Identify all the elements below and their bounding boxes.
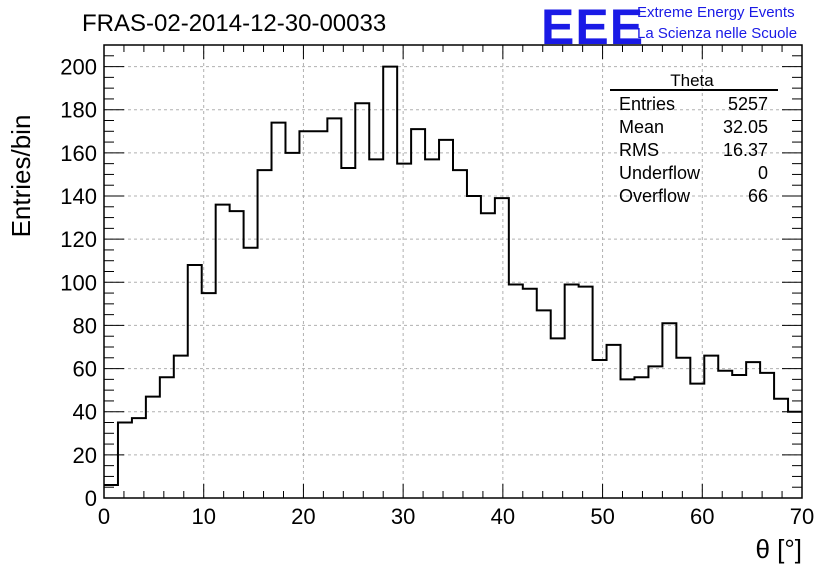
eee-logo: EEE: [541, 0, 645, 55]
y-tick-label: 180: [60, 98, 97, 123]
stats-row-value: 32.05: [723, 117, 768, 137]
y-tick-label: 0: [85, 486, 97, 511]
x-tick-label: 0: [98, 504, 110, 529]
y-tick-label: 100: [60, 270, 97, 295]
x-tick-label: 50: [590, 504, 614, 529]
stats-row-value: 16.37: [723, 140, 768, 160]
stats-row-value: 66: [748, 186, 768, 206]
stats-row-label: Overflow: [619, 186, 691, 206]
y-tick-label: 80: [73, 313, 97, 338]
x-axis-label: θ [°]: [755, 534, 802, 564]
y-axis-ticks: 0 20 40 60 80 100 120 140 160 180 200: [60, 44, 802, 511]
x-tick-label: 20: [291, 504, 315, 529]
stats-box: Theta Entries 5257 Mean 32.05 RMS 16.37 Underf…: [610, 71, 778, 206]
x-tick-label: 40: [491, 504, 515, 529]
stats-row-value: 5257: [728, 94, 768, 114]
stats-rows: Entries 5257 Mean 32.05 RMS 16.37 Underflow 0 Ov…: [619, 94, 768, 206]
chart-title: FRAS-02-2014-12-30-00033: [82, 10, 387, 37]
stats-row-value: 0: [758, 163, 768, 183]
stats-box-title: Theta: [670, 71, 714, 90]
y-tick-label: 20: [73, 443, 97, 468]
y-tick-label: 60: [73, 357, 97, 382]
x-axis-ticks: 0 10 20 30 40 50 60 70: [98, 45, 814, 529]
y-tick-label: 40: [73, 400, 97, 425]
y-tick-label: 160: [60, 141, 97, 166]
y-axis-label: Entries/bin: [6, 115, 36, 238]
stats-row-label: Entries: [619, 94, 675, 114]
histogram-line: [104, 65, 802, 487]
stats-row-label: RMS: [619, 140, 659, 160]
stats-row-label: Underflow: [619, 163, 701, 183]
y-tick-label: 120: [60, 227, 97, 252]
stats-row-label: Mean: [619, 117, 664, 137]
brand-subtitle: La Scienza nelle Scuole: [637, 25, 798, 42]
x-tick-label: 60: [690, 504, 714, 529]
grid-lines: [104, 45, 802, 498]
y-tick-label: 140: [60, 184, 97, 209]
y-tick-label: 200: [60, 55, 97, 80]
x-tick-label: 70: [790, 504, 814, 529]
x-tick-label: 30: [391, 504, 415, 529]
x-tick-label: 10: [191, 504, 215, 529]
plot-frame: [103, 44, 803, 499]
brand-name: Extreme Energy Events: [637, 4, 795, 21]
